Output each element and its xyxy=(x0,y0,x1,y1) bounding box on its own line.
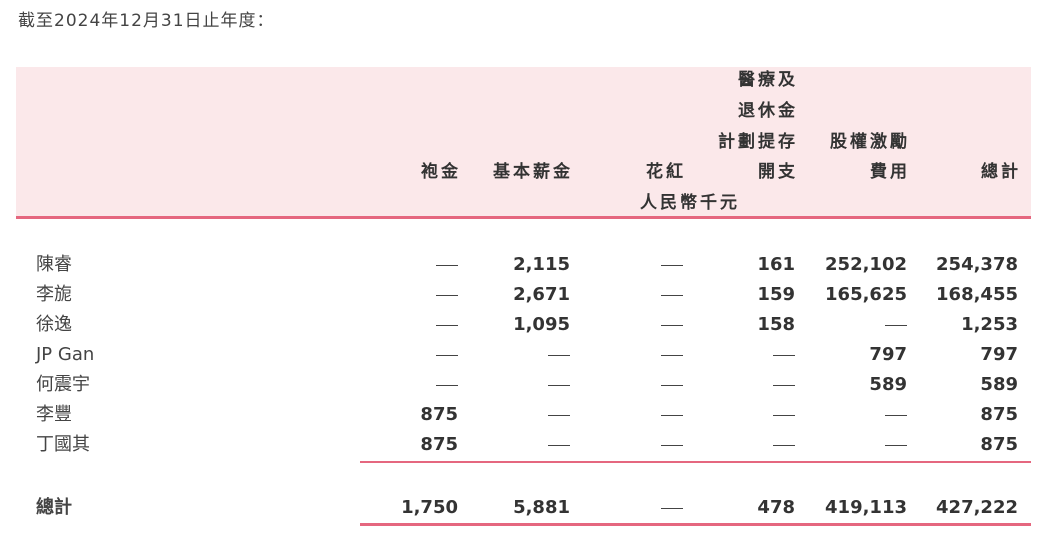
dash-mark xyxy=(661,444,683,446)
column-header-line: 股權激勵 xyxy=(830,132,910,152)
total-row-cell xyxy=(573,497,683,519)
dash-mark xyxy=(436,294,458,296)
table-row-cell xyxy=(797,314,907,336)
dash-mark xyxy=(436,354,458,356)
dash-mark xyxy=(773,354,795,356)
table-row-cell xyxy=(573,434,683,456)
table-row-cell: 2,115 xyxy=(513,254,570,275)
dash-mark xyxy=(436,384,458,386)
table-row-cell xyxy=(573,254,683,276)
table-row-cell: 797 xyxy=(980,344,1018,365)
dash-mark xyxy=(436,324,458,326)
table-row-cell: 254,378 xyxy=(936,254,1018,275)
dash-mark xyxy=(773,414,795,416)
total-row-cell: 478 xyxy=(757,497,795,518)
dash-mark xyxy=(885,444,907,446)
table-row-cell xyxy=(573,284,683,306)
dash-mark xyxy=(661,384,683,386)
header-divider xyxy=(16,216,1031,219)
dash-mark xyxy=(661,294,683,296)
table-row-cell xyxy=(348,284,458,306)
table-row-cell xyxy=(460,434,570,456)
table-row-label: 李旎 xyxy=(36,284,72,305)
table-row-cell: 875 xyxy=(980,404,1018,425)
table-row-label: 何震宇 xyxy=(36,374,90,395)
total-row-cell: 427,222 xyxy=(936,497,1018,518)
dash-mark xyxy=(548,354,570,356)
column-header-line: 花紅 xyxy=(646,162,686,182)
unit-label: 人民幣千元 xyxy=(640,193,740,213)
column-header-line: 計劃提存 xyxy=(718,132,798,152)
table-row-cell: 589 xyxy=(980,374,1018,395)
table-row-cell xyxy=(685,374,795,396)
dash-mark xyxy=(661,507,683,509)
dash-mark xyxy=(436,264,458,266)
dash-mark xyxy=(773,384,795,386)
table-row-cell: 875 xyxy=(420,404,458,425)
table-row-cell xyxy=(460,344,570,366)
dash-mark xyxy=(773,444,795,446)
table-row-cell xyxy=(573,314,683,336)
column-header-line: 費用 xyxy=(870,162,910,182)
table-row-label: 丁國其 xyxy=(36,434,90,455)
table-row-cell xyxy=(348,254,458,276)
table-row-cell xyxy=(797,434,907,456)
dash-mark xyxy=(885,324,907,326)
table-row-cell: 161 xyxy=(757,254,795,275)
table-row-cell: 165,625 xyxy=(825,284,907,305)
table-row-cell xyxy=(460,374,570,396)
column-header-line: 袍金 xyxy=(421,162,461,182)
table-row-label: 陳睿 xyxy=(36,254,72,275)
column-header-line: 退休金 xyxy=(738,101,798,121)
table-caption: 截至2024年12月31日止年度： xyxy=(18,11,275,31)
table-row-cell: 1,095 xyxy=(513,314,570,335)
table-row-cell xyxy=(348,374,458,396)
table-row-cell xyxy=(685,344,795,366)
column-header-line: 開支 xyxy=(758,162,798,182)
total-row-label: 總計 xyxy=(36,497,72,518)
table-row-cell xyxy=(573,404,683,426)
dash-mark xyxy=(661,324,683,326)
table-row-cell: 158 xyxy=(757,314,795,335)
table-row-cell xyxy=(460,404,570,426)
table-row-cell: 159 xyxy=(757,284,795,305)
table-row-cell: 252,102 xyxy=(825,254,907,275)
subtotal-rule xyxy=(360,461,1031,463)
dash-mark xyxy=(661,414,683,416)
table-row-label: JP Gan xyxy=(36,344,95,365)
column-header-line: 總計 xyxy=(981,162,1021,182)
table-row-cell xyxy=(573,374,683,396)
table-row-cell: 875 xyxy=(420,434,458,455)
dash-mark xyxy=(548,414,570,416)
table-row-label: 徐逸 xyxy=(36,314,72,335)
table-row-label: 李豐 xyxy=(36,404,72,425)
column-header-line: 醫療及 xyxy=(738,70,798,90)
dash-mark xyxy=(661,264,683,266)
dash-mark xyxy=(885,414,907,416)
table-row-cell xyxy=(685,434,795,456)
table-row-cell xyxy=(685,404,795,426)
table-row-cell: 797 xyxy=(869,344,907,365)
table-row-cell xyxy=(573,344,683,366)
table-row-cell: 2,671 xyxy=(513,284,570,305)
table-row-cell: 589 xyxy=(869,374,907,395)
dash-mark xyxy=(548,384,570,386)
table-row-cell xyxy=(797,404,907,426)
table-row-cell: 875 xyxy=(980,434,1018,455)
table-header-band xyxy=(16,67,1031,217)
total-row-cell: 5,881 xyxy=(513,497,570,518)
table-row-cell: 1,253 xyxy=(961,314,1018,335)
total-row-cell: 1,750 xyxy=(401,497,458,518)
dash-mark xyxy=(548,444,570,446)
table-row-cell: 168,455 xyxy=(936,284,1018,305)
column-header-line: 基本薪金 xyxy=(493,162,573,182)
table-row-cell xyxy=(348,344,458,366)
total-rule xyxy=(360,523,1031,526)
dash-mark xyxy=(661,354,683,356)
table-row-cell xyxy=(348,314,458,336)
total-row-cell: 419,113 xyxy=(825,497,907,518)
